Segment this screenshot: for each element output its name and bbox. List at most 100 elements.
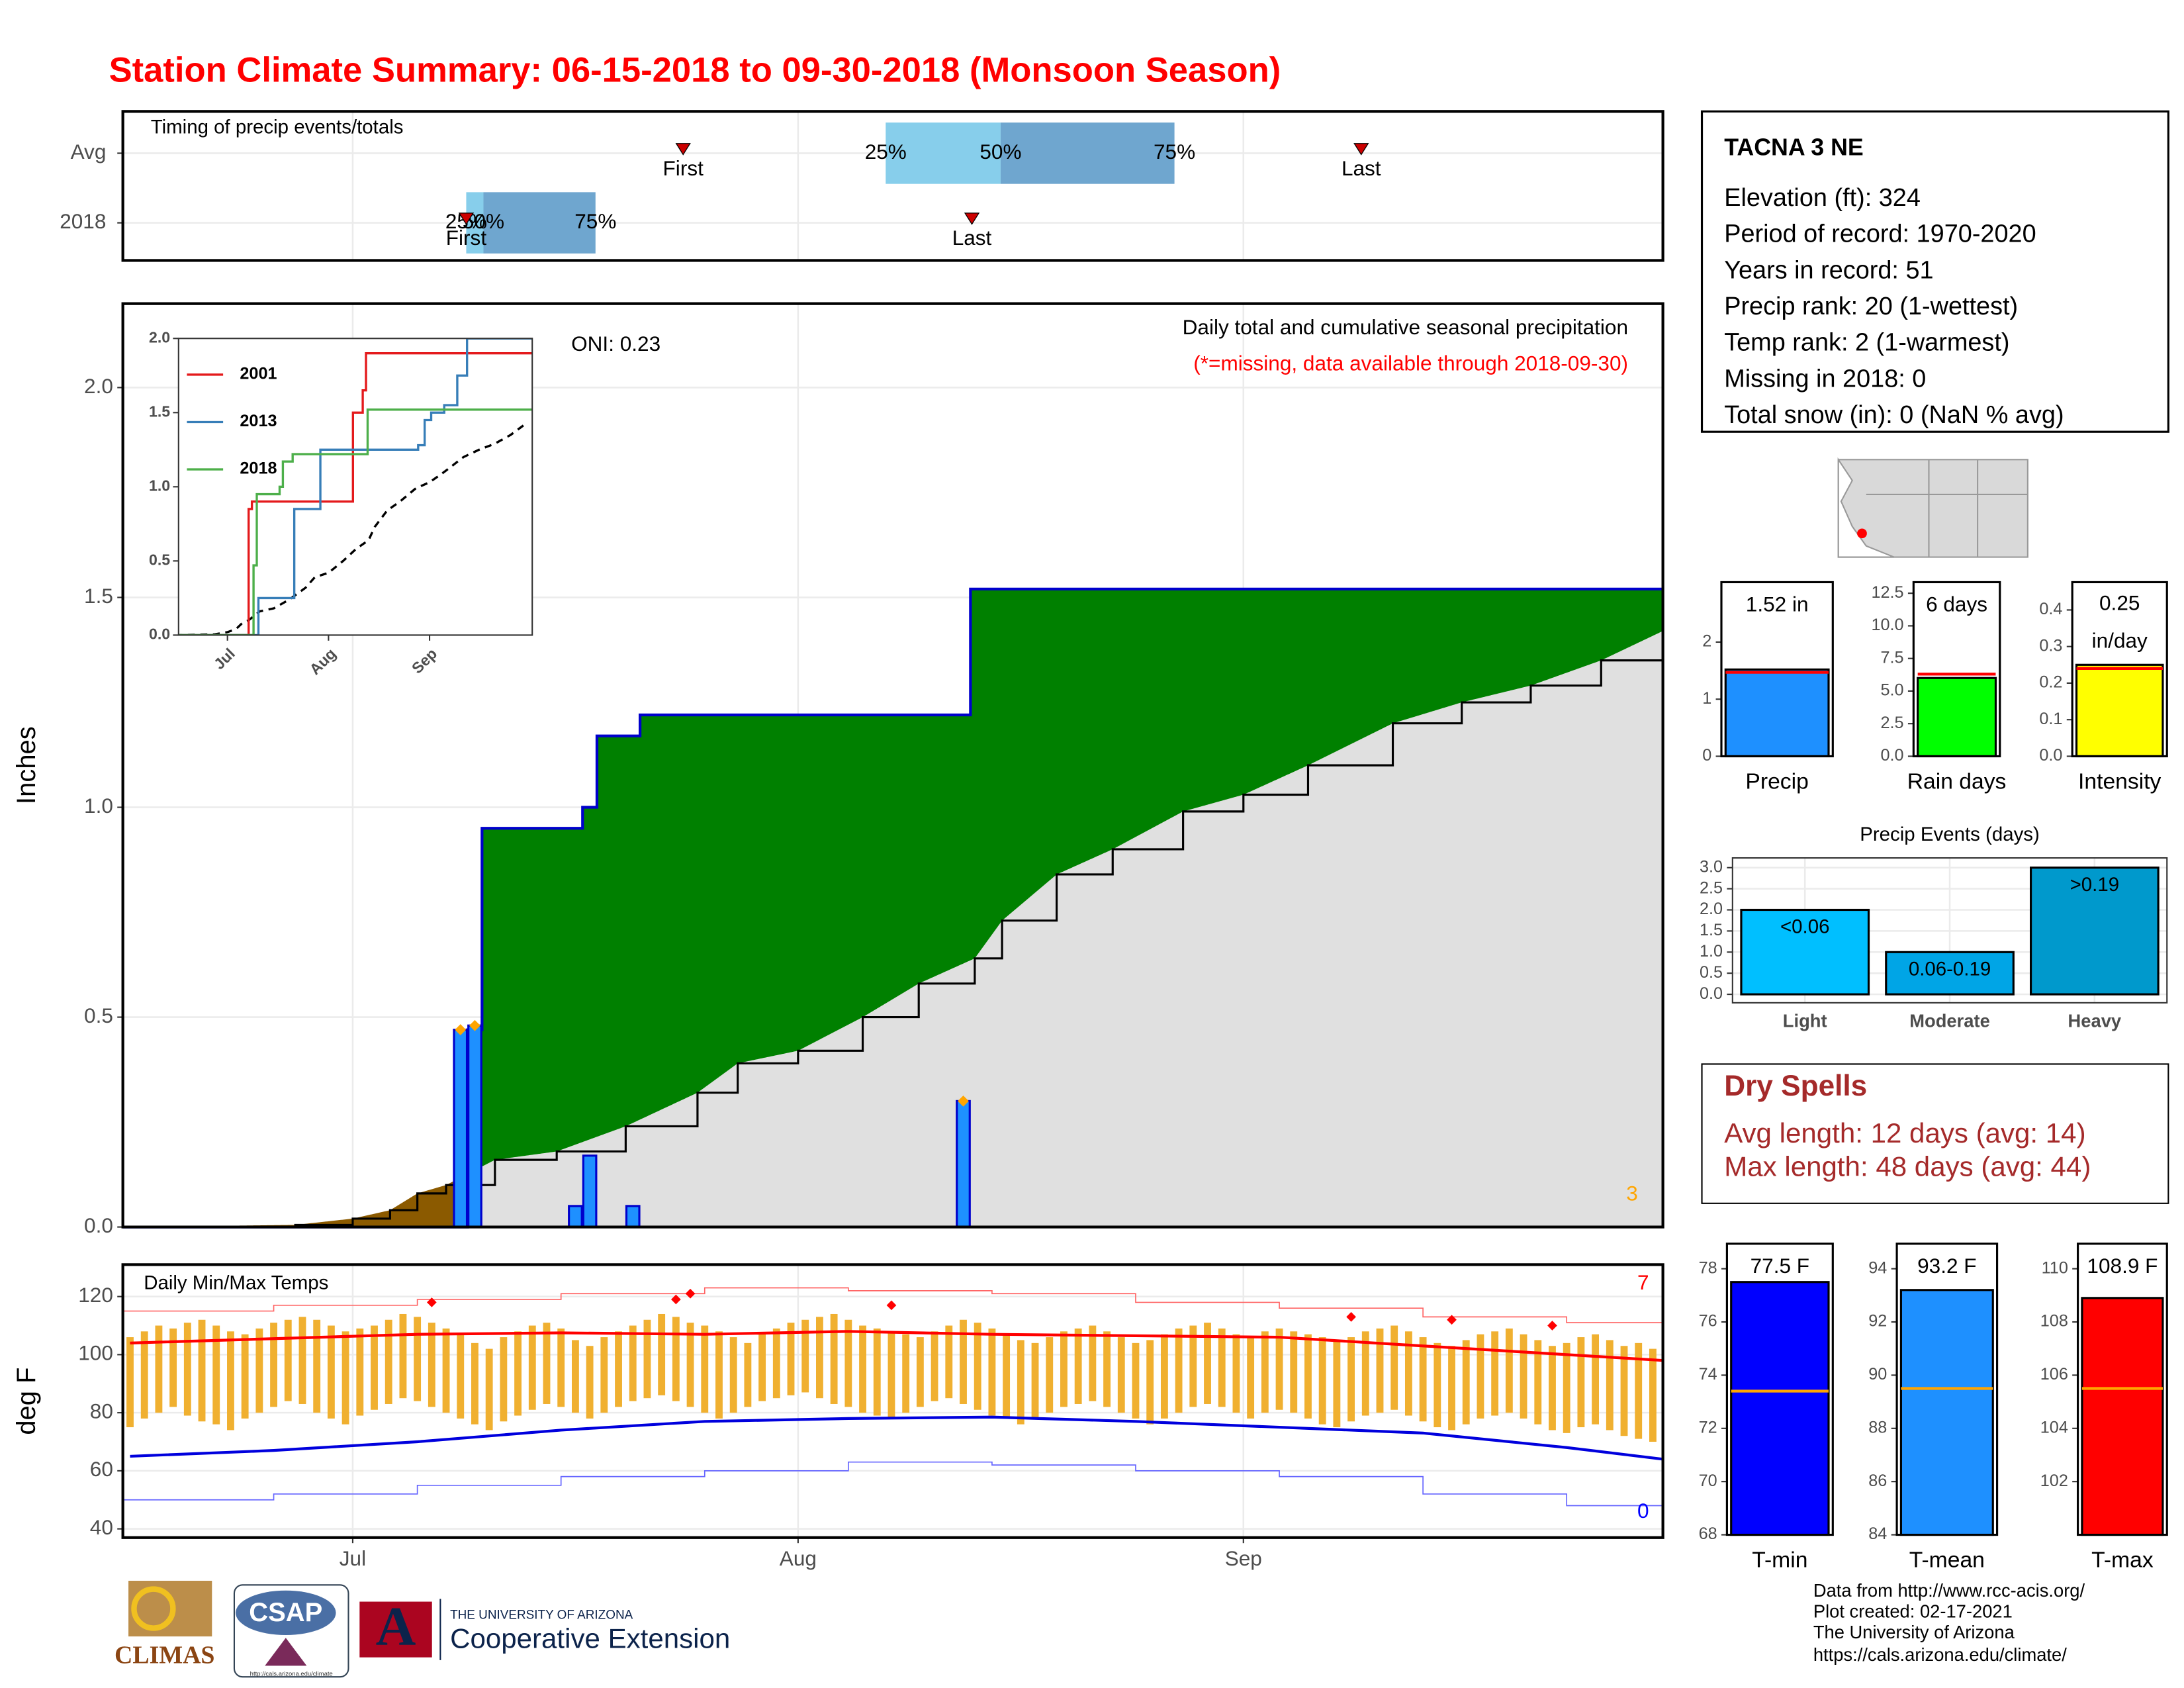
temp-range-bar [341,1331,349,1425]
temp-range-bar [1433,1342,1441,1428]
x-tick-label: Heavy [2068,1011,2122,1031]
temp-range-bar [1189,1325,1197,1407]
y-tick-label: 10.0 [1871,616,1903,634]
avg-min-line [130,1415,1663,1461]
value-label: 0.25 [2099,590,2140,614]
y-axis-label: deg F [12,1367,41,1434]
row-label: Avg [71,140,107,164]
category-label: Intensity [2078,769,2161,794]
temp-range-bar [571,1340,579,1413]
plot-border [121,302,1664,1229]
panel-title: Daily Min/Max Temps [144,1272,328,1294]
dry-box [1701,1063,2169,1204]
temp-range-bar [701,1325,709,1413]
temp-range-bar [126,1337,134,1428]
temp-range-bar [1318,1337,1326,1425]
temp-range-bar [1649,1348,1657,1442]
plot-border [1895,1243,1999,1536]
info-line: Temp rank: 2 (1-warmest) [1724,329,2009,357]
temp-range-bar [844,1319,852,1407]
footer-line: https://cals.arizona.edu/climate/ [1813,1644,2067,1665]
y-tick-label: 74 [1699,1365,1717,1383]
info-line: Missing in 2018: 0 [1724,365,1926,393]
temp-range-bar [1160,1334,1168,1419]
station-info: TACNA 3 NE Elevation (ft): 324 Period of… [1700,110,2169,433]
temp-range-bar [801,1319,809,1393]
info-line: Years in record: 51 [1724,256,1933,284]
panel-title: Timing of precip events/totals [151,116,404,138]
daily-bar [568,1205,583,1229]
csap-mountain [265,1638,307,1666]
temp-range-bar [1577,1337,1585,1428]
dry-title: Dry Spells [1724,1070,1867,1102]
csap-cloud [236,1590,336,1636]
temp-range-bar [1606,1340,1614,1430]
legend-label: 2013 [240,412,277,430]
temp-range-bar [1232,1334,1240,1413]
climas-sun [131,1586,176,1631]
plot-border [1912,581,2001,758]
temp-range-bar [1046,1337,1054,1413]
inset-y-tick-label: 1.0 [149,477,170,494]
base-area [122,631,1663,1227]
temp-range-bar [385,1319,392,1404]
event-marker [675,143,691,156]
y-tick-label: 2.0 [84,374,113,398]
category-label: T-max [2091,1548,2154,1572]
value-bar [1730,1281,1830,1536]
temp-range-bar [241,1334,249,1419]
legend-label: 2018 [240,459,277,478]
y-tick-label: 12.5 [1871,583,1903,602]
temp-range-bar [1347,1337,1355,1422]
temp-range-bar [1635,1342,1643,1439]
temp-range-bar [974,1323,981,1410]
temp-range-bar [887,1331,895,1419]
y-tick-label: 1.0 [84,794,113,818]
value-bar [2075,663,2164,758]
temp-range-bar [816,1317,823,1399]
temp-range-bar [1505,1328,1513,1413]
footer-line: The University of Arizona [1813,1622,2015,1642]
temp-range-bar [155,1325,163,1413]
temp-range-bar [643,1319,651,1399]
record-max-line [122,1287,1664,1329]
ua-unit: Cooperative Extension [450,1623,730,1654]
plot-border [121,110,1664,262]
temp-range-bar [557,1328,565,1407]
avg-max-line [130,1330,1663,1362]
quartile-label: 75% [1154,140,1195,164]
y-tick-label: 76 [1699,1312,1717,1331]
temp-range-bar [715,1331,723,1419]
record-marker [426,1297,437,1307]
y-tick-label: 110 [2042,1258,2068,1277]
x-tick-label: Aug [780,1546,817,1570]
temp-range-bar [399,1313,407,1399]
y-tick-label: 68 [1699,1524,1717,1543]
bar-marker [455,1024,467,1035]
temp-range-bar [457,1334,465,1419]
record-marker [886,1300,897,1311]
inset-frame [178,338,533,635]
temp-range-bar [298,1317,306,1404]
temp-range-bar [1563,1342,1570,1433]
temp-range-bar [672,1317,680,1401]
row-label: 2018 [60,209,106,233]
temp-range-bar [960,1319,967,1404]
dry-line: Avg length: 12 days (avg: 14) [1724,1117,2085,1149]
temp-range-bar [1218,1328,1226,1407]
y-tick-label: 100 [78,1341,113,1365]
y-tick-label: 84 [1868,1524,1887,1543]
quartile-label: 50% [979,140,1021,164]
value-label: 1.52 in [1746,592,1809,616]
info-line: Total snow (in): 0 (NaN % avg) [1724,401,2064,429]
y-tick-label: 40 [90,1515,113,1539]
info-line: Elevation (ft): 324 [1724,184,1921,212]
y-tick-label: 86 [1868,1472,1887,1490]
plot-border [2077,1243,2168,1536]
y-tick-label: 90 [1868,1365,1887,1383]
temp-range-bar [1419,1337,1427,1422]
event-label: Last [952,226,992,250]
x-tick-label: Jul [340,1546,366,1570]
y-tick-label: 0.0 [1881,746,1904,765]
